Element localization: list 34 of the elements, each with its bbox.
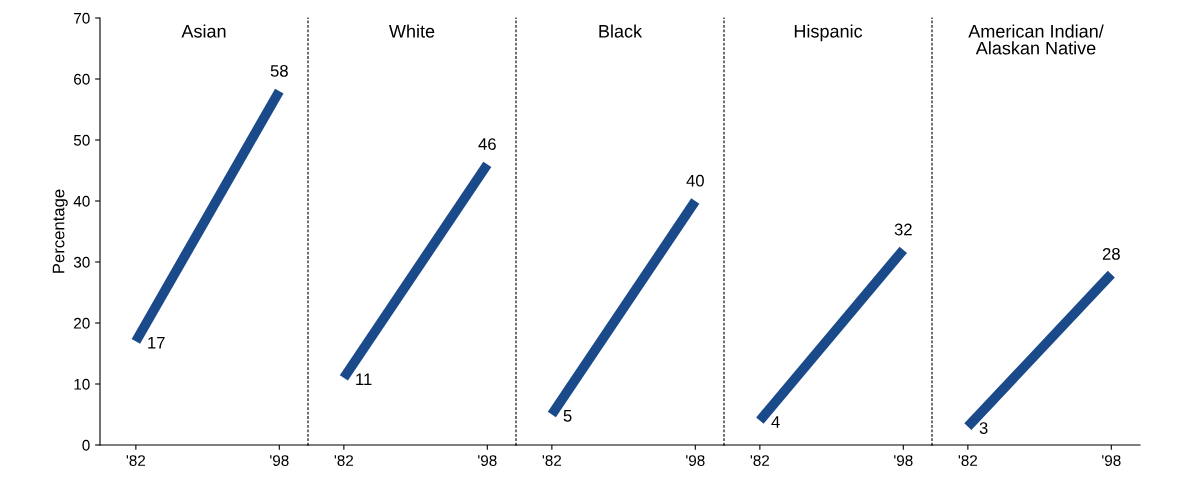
y-tick-label: 20 [74, 317, 90, 329]
x-tick-label: '82 [958, 455, 978, 466]
data-label: 3 [979, 422, 988, 434]
x-tick-label: '98 [270, 455, 289, 466]
x-tick-label: '98 [894, 455, 913, 466]
y-tick-label: 70 [74, 12, 90, 24]
x-tick-label: '98 [478, 455, 497, 466]
data-label: 11 [356, 373, 372, 385]
data-label: 28 [1102, 247, 1120, 260]
data-label: 40 [686, 174, 704, 187]
x-tick-label: '98 [686, 455, 705, 466]
data-label: 5 [563, 410, 572, 422]
chart-title: White [389, 24, 435, 38]
y-axis-title: Percentage [52, 189, 68, 273]
chart-title: Hispanic [794, 24, 863, 42]
data-label: 4 [771, 416, 780, 428]
x-tick-label: '82 [542, 455, 562, 466]
chart-title: Asian [181, 24, 226, 38]
x-tick-label: '82 [334, 455, 354, 466]
y-tick-label: 30 [73, 256, 90, 268]
y-tick-label: 50 [73, 134, 90, 146]
data-label: 58 [270, 64, 288, 77]
chart-title: Black [599, 24, 643, 38]
y-tick-label: 10 [74, 378, 90, 390]
x-tick-label: '82 [126, 455, 146, 466]
x-tick-label: '82 [750, 455, 770, 466]
data-label: 32 [894, 223, 912, 236]
data-label: 46 [478, 138, 496, 150]
y-tick-label: 0 [82, 439, 90, 451]
data-label: 17 [148, 336, 165, 349]
y-tick-label: 60 [74, 73, 90, 85]
text: American Indian/ Alaskan Native [968, 24, 1104, 55]
x-tick-label: '98 [1102, 455, 1121, 466]
y-tick-label: 40 [73, 195, 90, 207]
